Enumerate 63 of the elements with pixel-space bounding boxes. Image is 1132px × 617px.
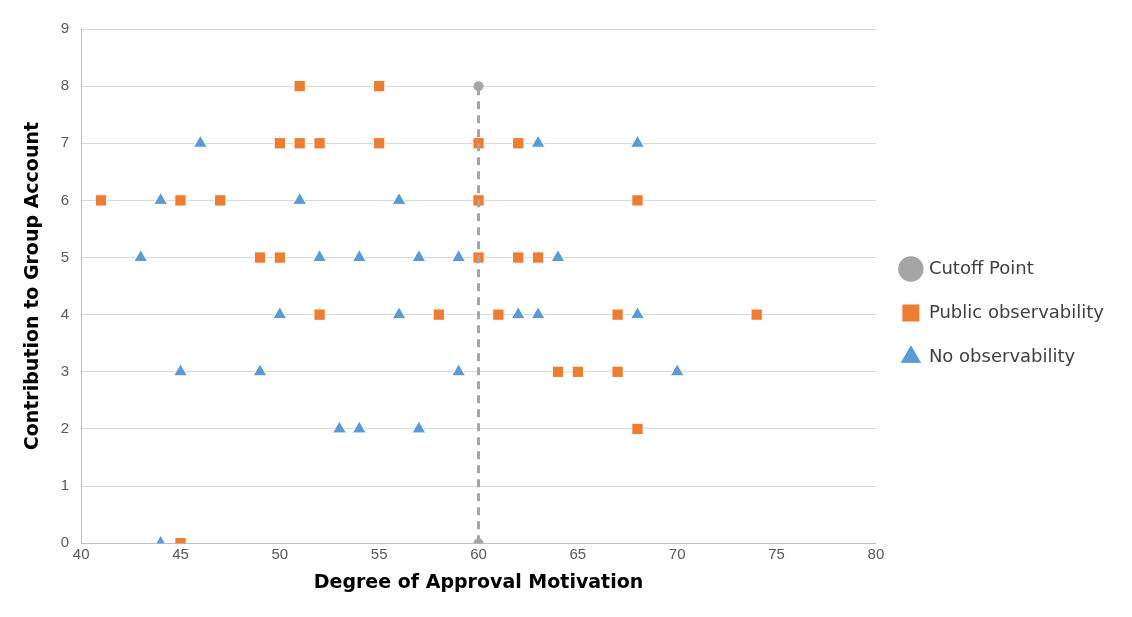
x-tick-label: 55 [370,545,388,563]
point [551,365,565,378]
point [510,306,526,320]
y-tick-label: 9 [60,19,70,37]
y-tick-label: 3 [60,361,70,379]
x-tick-label: 50 [271,545,289,563]
y-axis-title: Contribution to Group Account [20,121,43,451]
point [669,363,685,377]
legend-label: Public observability [928,300,1105,322]
point [611,308,624,321]
point [373,79,386,93]
point [411,420,427,434]
point [531,251,545,264]
point [351,249,367,263]
point [492,308,505,321]
point [550,249,566,263]
point [512,137,525,150]
point [451,249,467,263]
x-tick-label: 45 [172,545,189,563]
x-tick-label: 80 [867,545,885,563]
point [173,363,188,377]
point [133,249,149,263]
point [750,308,763,321]
point [391,306,407,320]
y-tick-label: 2 [60,419,70,437]
point [214,194,227,207]
point [293,137,306,150]
point [293,79,306,93]
x-tick-label: 75 [768,545,785,563]
point [174,194,187,207]
point [630,306,645,320]
point [473,81,484,92]
point [631,422,644,436]
point [252,363,268,377]
y-tick-label: 1 [60,476,70,494]
y-tick-label: 4 [60,304,70,322]
x-tick-label: 40 [72,545,90,563]
point [631,194,644,207]
point [273,251,286,264]
point [351,420,367,434]
point [272,306,288,320]
x-axis-title: Degree of Approval Motivation [313,569,644,592]
point [530,306,546,320]
x-tick-label: 70 [668,545,686,563]
point [451,363,467,377]
point [313,137,326,150]
legend-label: No observability [928,344,1076,366]
y-tick-label: 0 [60,533,70,551]
x-tick-label: 60 [470,545,487,563]
point [253,251,267,264]
y-tick-label: 5 [60,247,70,265]
point [94,194,108,207]
y-tick-label: 8 [60,76,70,94]
point [571,365,585,378]
y-tick-label: 7 [60,133,70,151]
point [611,365,624,378]
point [332,420,347,434]
x-tick-label: 65 [569,545,587,563]
point [411,249,427,263]
point [312,249,327,263]
legend-label: Cutoff Point [928,256,1034,278]
y-tick-label: 6 [60,190,70,208]
point [373,137,386,150]
